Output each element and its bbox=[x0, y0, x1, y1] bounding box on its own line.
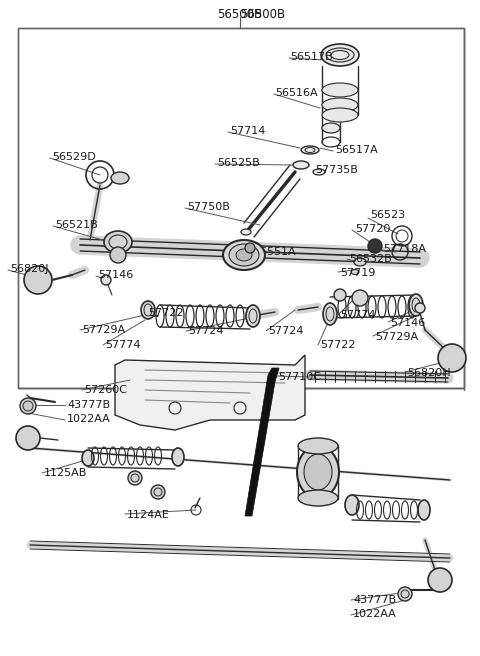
Ellipse shape bbox=[229, 244, 259, 266]
Text: 56820J: 56820J bbox=[10, 264, 48, 274]
Ellipse shape bbox=[101, 275, 111, 285]
Ellipse shape bbox=[141, 301, 155, 319]
Text: 57710C: 57710C bbox=[278, 372, 321, 382]
Text: 57724: 57724 bbox=[188, 326, 224, 336]
Circle shape bbox=[110, 247, 126, 263]
Ellipse shape bbox=[151, 485, 165, 499]
Ellipse shape bbox=[351, 270, 359, 274]
Text: 56517B: 56517B bbox=[290, 52, 333, 62]
Text: 57722: 57722 bbox=[320, 340, 356, 350]
Ellipse shape bbox=[298, 438, 338, 454]
Text: 56532B: 56532B bbox=[349, 254, 392, 264]
Ellipse shape bbox=[236, 249, 252, 261]
Text: 57260C: 57260C bbox=[84, 385, 127, 395]
Ellipse shape bbox=[304, 454, 332, 490]
Text: 57714: 57714 bbox=[230, 126, 265, 136]
Bar bbox=[18, 28, 464, 388]
Text: 56529D: 56529D bbox=[52, 152, 96, 162]
Circle shape bbox=[20, 398, 36, 414]
Text: 57735B: 57735B bbox=[315, 165, 358, 175]
Ellipse shape bbox=[241, 229, 251, 235]
Ellipse shape bbox=[321, 44, 359, 66]
Ellipse shape bbox=[334, 289, 346, 301]
Text: 56551A: 56551A bbox=[253, 247, 296, 257]
Text: 43777B: 43777B bbox=[67, 400, 110, 410]
Ellipse shape bbox=[172, 448, 184, 466]
Text: 1124AE: 1124AE bbox=[127, 510, 170, 520]
Circle shape bbox=[398, 587, 412, 601]
Polygon shape bbox=[245, 368, 279, 516]
Ellipse shape bbox=[322, 83, 358, 97]
Ellipse shape bbox=[104, 231, 132, 253]
Circle shape bbox=[245, 243, 255, 253]
Ellipse shape bbox=[322, 98, 358, 112]
Ellipse shape bbox=[223, 240, 265, 270]
Ellipse shape bbox=[322, 108, 358, 122]
Text: 57774: 57774 bbox=[340, 310, 375, 320]
Text: 56820H: 56820H bbox=[407, 368, 451, 378]
Text: 56516A: 56516A bbox=[275, 88, 318, 98]
Text: 57720: 57720 bbox=[355, 224, 390, 234]
Circle shape bbox=[24, 266, 52, 294]
Ellipse shape bbox=[297, 446, 339, 498]
Text: 57718A: 57718A bbox=[383, 244, 426, 254]
Ellipse shape bbox=[301, 146, 319, 154]
Circle shape bbox=[368, 239, 382, 253]
Circle shape bbox=[16, 426, 40, 450]
Ellipse shape bbox=[313, 169, 325, 175]
Text: 56521B: 56521B bbox=[55, 220, 98, 230]
Ellipse shape bbox=[82, 450, 94, 466]
Text: 57146: 57146 bbox=[390, 318, 425, 328]
Text: 57774: 57774 bbox=[105, 340, 141, 350]
Text: 57750B: 57750B bbox=[187, 202, 230, 212]
Circle shape bbox=[438, 344, 466, 372]
Text: 1022AA: 1022AA bbox=[67, 414, 111, 424]
Ellipse shape bbox=[246, 305, 260, 327]
Circle shape bbox=[23, 401, 33, 411]
Ellipse shape bbox=[409, 294, 423, 316]
Polygon shape bbox=[115, 355, 305, 430]
Text: 57724: 57724 bbox=[268, 326, 303, 336]
Text: 56500B: 56500B bbox=[217, 8, 263, 21]
Text: 56523: 56523 bbox=[370, 210, 405, 220]
Ellipse shape bbox=[323, 303, 337, 325]
Ellipse shape bbox=[322, 123, 340, 133]
Text: 57729A: 57729A bbox=[375, 332, 418, 342]
Text: 56500B: 56500B bbox=[240, 8, 285, 21]
Text: 43777B: 43777B bbox=[353, 595, 396, 605]
Ellipse shape bbox=[298, 490, 338, 506]
Text: 1125AB: 1125AB bbox=[44, 468, 87, 478]
Ellipse shape bbox=[354, 258, 366, 266]
Ellipse shape bbox=[418, 500, 430, 520]
Ellipse shape bbox=[345, 495, 359, 515]
Text: 57719: 57719 bbox=[340, 268, 375, 278]
Text: 57729A: 57729A bbox=[82, 325, 125, 335]
Ellipse shape bbox=[293, 161, 309, 169]
Text: 57146: 57146 bbox=[98, 270, 133, 280]
Text: 56525B: 56525B bbox=[217, 158, 260, 168]
Ellipse shape bbox=[111, 172, 129, 184]
Text: 57722: 57722 bbox=[148, 308, 183, 318]
Text: 56517A: 56517A bbox=[335, 145, 378, 155]
Text: 1022AA: 1022AA bbox=[353, 609, 397, 619]
Bar bbox=[18, 28, 464, 388]
Ellipse shape bbox=[415, 303, 425, 313]
Ellipse shape bbox=[352, 290, 368, 306]
Circle shape bbox=[428, 568, 452, 592]
Ellipse shape bbox=[128, 471, 142, 485]
